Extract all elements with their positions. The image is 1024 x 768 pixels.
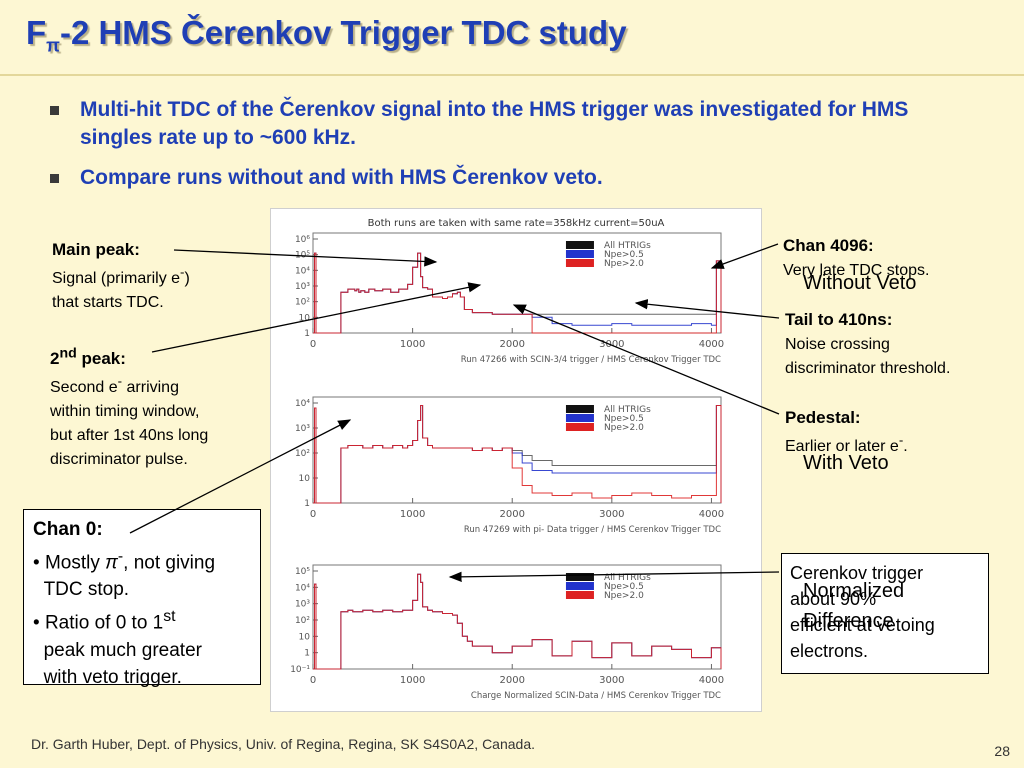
- x-tick-label: 2000: [499, 675, 524, 686]
- y-tick-label: 1: [304, 329, 310, 339]
- legend-swatch: [565, 423, 594, 431]
- legend-swatch: [565, 573, 594, 581]
- y-tick-label: 10: [299, 313, 311, 323]
- with-veto-label: With Veto: [803, 452, 889, 474]
- legend-label: Npe>2.0: [604, 259, 644, 269]
- series-top-line: [313, 573, 722, 670]
- title-bar: Fπ-2 HMS Čerenkov Trigger TDC study: [0, 0, 1024, 76]
- y-tick-label: 10²: [295, 616, 310, 626]
- legend-swatch: [565, 591, 594, 599]
- legend-label: Npe>0.5: [604, 250, 644, 260]
- x-tick-label: 1000: [400, 675, 425, 686]
- legend-label: Npe>2.0: [604, 423, 644, 433]
- legend-swatch: [565, 414, 594, 422]
- x-tick-label: 3000: [599, 675, 624, 686]
- without-veto-label: Without Veto: [803, 272, 917, 294]
- cerenkov-efficiency-box: Cerenkov trigger about 90% efficient at …: [781, 553, 989, 674]
- legend-label: Npe>0.5: [604, 414, 644, 424]
- y-tick-label: 10⁵: [295, 251, 310, 261]
- x-tick-label: 4000: [699, 675, 724, 686]
- legend-swatch: [565, 259, 594, 267]
- y-tick-label: 10⁴: [295, 583, 310, 593]
- legend-label: Npe>2.0: [604, 591, 644, 601]
- series-top-line: [313, 405, 722, 504]
- y-tick-label: 1: [304, 499, 310, 509]
- y-tick-label: 10⁵: [295, 567, 310, 577]
- y-tick-label: 10²: [295, 298, 310, 308]
- y-tick-label: 10²: [295, 449, 310, 459]
- x-tick-label: 4000: [699, 509, 724, 520]
- main-peak-note: Main peak: Signal (primarily e-) that st…: [52, 240, 190, 312]
- bullet-item: Multi-hit TDC of the Čerenkov signal int…: [50, 96, 930, 152]
- panel-frame: [312, 232, 722, 334]
- bullet-square-icon: [50, 174, 59, 183]
- y-tick-label: 10: [299, 632, 311, 642]
- x-tick-label: 0: [310, 509, 316, 520]
- x-tick-label: 3000: [599, 339, 624, 350]
- footer-credit: Dr. Garth Huber, Dept. of Physics, Univ.…: [31, 736, 535, 752]
- legend-label: All HTRIGs: [604, 573, 651, 583]
- bullet-list: Multi-hit TDC of the Čerenkov signal int…: [50, 96, 930, 204]
- y-tick-label: 10³: [295, 282, 310, 292]
- legend-label: All HTRIGs: [604, 241, 651, 251]
- page-number: 28: [994, 743, 1010, 759]
- series-top-line: [313, 252, 722, 334]
- page-title: Fπ-2 HMS Čerenkov Trigger TDC study: [26, 14, 627, 56]
- second-peak-note: 2nd peak: Second e- arriving within timi…: [50, 345, 209, 468]
- legend-swatch: [565, 250, 594, 258]
- y-tick-label: 10⁶: [295, 235, 310, 245]
- y-tick-label: 10³: [295, 424, 310, 434]
- panel-caption: Run 47269 with pi- Data trigger / HMS Ce…: [464, 525, 721, 535]
- normalized-label: Normalized: [803, 580, 905, 602]
- legend-swatch: [565, 241, 594, 249]
- x-tick-label: 2000: [499, 339, 524, 350]
- y-tick-label: 10³: [295, 600, 310, 610]
- legend-label: Npe>0.5: [604, 582, 644, 592]
- series-red-line: [313, 573, 722, 670]
- x-tick-label: 3000: [599, 509, 624, 520]
- y-tick-label: 10⁻¹: [290, 665, 310, 675]
- series-red-line: [313, 252, 722, 334]
- series-mid-line: [313, 405, 722, 504]
- panel-caption: Charge Normalized SCIN-Data / HMS Cerenk…: [471, 691, 721, 701]
- chan0-note-box: Chan 0: • Mostly π-, not giving TDC stop…: [23, 509, 261, 688]
- bullet-square-icon: [50, 106, 59, 115]
- bullet-item: Compare runs without and with HMS Čerenk…: [50, 164, 930, 192]
- histogram-figure: Both runs are taken with same rate=358kH…: [270, 208, 762, 712]
- x-tick-label: 4000: [699, 339, 724, 350]
- pedestal-note: Pedestal: Earlier or later e-.: [785, 408, 908, 456]
- x-tick-label: 1000: [400, 509, 425, 520]
- difference-label: Difference: [803, 610, 894, 632]
- x-tick-label: 0: [310, 675, 316, 686]
- x-tick-label: 0: [310, 339, 316, 350]
- tail-note: Tail to 410ns: Noise crossing discrimina…: [785, 310, 951, 377]
- chan4096-note: Chan 4096: Very late TDC stops.: [783, 236, 930, 279]
- x-tick-label: 2000: [499, 509, 524, 520]
- series-mid-line: [313, 573, 722, 670]
- series-red-line: [313, 405, 722, 504]
- y-tick-label: 1: [304, 649, 310, 659]
- y-tick-label: 10: [299, 474, 311, 484]
- x-tick-label: 1000: [400, 339, 425, 350]
- panel-caption: Run 47266 with SCIN-3/4 trigger / HMS Ce…: [461, 355, 721, 365]
- panel-frame: [312, 564, 722, 670]
- histogram-svg: Both runs are taken with same rate=358kH…: [290, 218, 724, 701]
- y-tick-label: 10⁴: [295, 266, 310, 276]
- legend-swatch: [565, 582, 594, 590]
- y-tick-label: 10⁴: [295, 399, 310, 409]
- series-mid-line: [313, 252, 722, 334]
- legend-swatch: [565, 405, 594, 413]
- plot-header: Both runs are taken with same rate=358kH…: [368, 218, 665, 229]
